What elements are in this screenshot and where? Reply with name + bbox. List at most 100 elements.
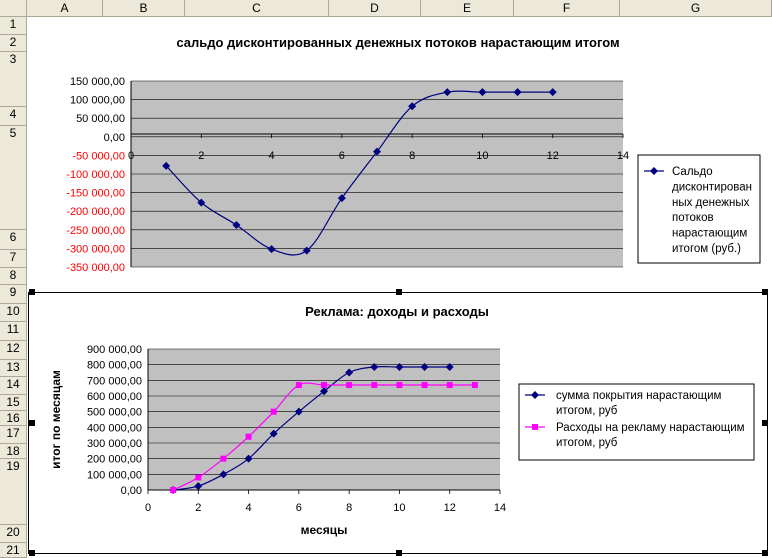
row-header-8[interactable]: 8: [0, 268, 27, 285]
data-point: [548, 88, 557, 97]
x-tick-label: 12: [444, 502, 456, 514]
data-point: [195, 474, 202, 481]
data-point: [294, 407, 303, 416]
y-tick-label: -100 000,00: [66, 169, 125, 181]
data-point: [371, 382, 378, 389]
y-tick-label: 400 000,00: [87, 422, 142, 434]
resize-handle-tl[interactable]: [29, 289, 35, 295]
data-point: [337, 194, 346, 203]
row-header-10[interactable]: 10: [0, 304, 27, 322]
data-point: [443, 88, 452, 97]
data-point: [373, 147, 381, 156]
legend-label: итогом, руб: [556, 405, 618, 417]
row-header-11[interactable]: 11: [0, 322, 27, 341]
legend-label: сумма покрытия нарастающим: [556, 390, 722, 402]
column-header-d[interactable]: D: [329, 0, 421, 17]
data-point: [320, 387, 328, 396]
y-tick-label: -250 000,00: [66, 225, 125, 237]
row-header-15[interactable]: 15: [0, 395, 27, 411]
resize-handle-bc[interactable]: [396, 550, 402, 556]
resize-handle-tc[interactable]: [396, 289, 402, 295]
column-header-g[interactable]: G: [620, 0, 772, 17]
data-point: [370, 363, 379, 372]
data-point: [396, 382, 403, 389]
data-point: [420, 363, 429, 372]
legend-label: потоков: [672, 212, 714, 224]
row-header-16[interactable]: 16: [0, 411, 27, 426]
chart-advertising[interactable]: Реклама: доходы и расходы 900 000,00 800 0…: [28, 292, 768, 554]
data-point: [446, 382, 453, 389]
row-header-5[interactable]: 5: [0, 126, 27, 230]
column-header-f[interactable]: F: [514, 0, 620, 17]
x-tick-label: 12: [547, 150, 559, 162]
resize-handle-ml[interactable]: [29, 420, 35, 426]
chart-title: Реклама: доходы и расходы: [305, 304, 489, 319]
row-header-1[interactable]: 1: [0, 17, 27, 35]
column-header-c[interactable]: C: [185, 0, 329, 17]
y-tick-label: 500 000,00: [87, 407, 142, 419]
y-tick-label: 800 000,00: [87, 360, 142, 372]
row-header-9[interactable]: 9: [0, 285, 27, 304]
legend: [637, 154, 761, 264]
y-tick-label: 900 000,00: [87, 344, 142, 356]
row-header-6[interactable]: 6: [0, 230, 27, 250]
legend-label: ных денежных: [672, 197, 750, 209]
y-tick-label: -200 000,00: [66, 206, 125, 218]
y-tick-label: 150 000,00: [70, 76, 125, 88]
data-point: [421, 382, 428, 389]
x-tick-label: 14: [617, 150, 629, 162]
x-tick-label: 8: [409, 150, 415, 162]
y-tick-label: -150 000,00: [66, 188, 125, 200]
data-point: [194, 482, 203, 491]
resize-handle-tr[interactable]: [762, 289, 768, 295]
legend-label: дисконтирован: [672, 181, 752, 193]
y-tick-label: 700 000,00: [87, 375, 142, 387]
row-header-21[interactable]: 21: [0, 543, 27, 558]
legend-swatch-marker: [650, 167, 658, 175]
y-tick-label: 50 000,00: [76, 113, 125, 125]
column-header-a[interactable]: A: [27, 0, 103, 17]
y-tick-label: 0,00: [104, 132, 125, 144]
y-axis-label: итог по месяцам: [49, 370, 63, 469]
chart-discounted-cashflow[interactable]: сальдо дисконтированных денежных потоков…: [28, 19, 768, 289]
data-point: [197, 198, 206, 207]
select-all-corner[interactable]: [0, 0, 27, 17]
data-point: [220, 455, 227, 462]
row-header-4[interactable]: 4: [0, 107, 27, 126]
y-tick-label: -350 000,00: [66, 262, 125, 274]
resize-handle-br[interactable]: [762, 550, 768, 556]
data-point: [269, 429, 278, 438]
data-point: [162, 161, 171, 170]
y-tick-label: 100 000,00: [87, 469, 142, 481]
column-header-e[interactable]: E: [421, 0, 514, 17]
y-tick-label: 300 000,00: [87, 438, 142, 450]
data-point: [245, 433, 252, 440]
row-header-13[interactable]: 13: [0, 360, 27, 377]
x-tick-label: 10: [476, 150, 488, 162]
row-header-2[interactable]: 2: [0, 35, 27, 52]
data-point: [395, 363, 404, 372]
x-axis-label: месяцы: [301, 523, 348, 537]
data-point: [408, 102, 417, 111]
row-header-17[interactable]: 17: [0, 426, 27, 444]
row-header-20[interactable]: 20: [0, 525, 27, 543]
x-tick-label: 6: [296, 502, 302, 514]
row-header-18[interactable]: 18: [0, 444, 27, 459]
row-header-7[interactable]: 7: [0, 250, 27, 268]
chart-discounted-cashflow-svg: сальдо дисконтированных денежных потоков…: [66, 35, 761, 274]
resize-handle-mr[interactable]: [762, 420, 768, 426]
x-tick-label: 2: [195, 502, 201, 514]
chart-title: сальдо дисконтированных денежных потоков…: [176, 35, 619, 50]
data-point: [170, 487, 177, 493]
column-header-b[interactable]: B: [103, 0, 185, 17]
data-point: [345, 368, 354, 377]
data-point: [270, 408, 277, 415]
row-header-3[interactable]: 3: [0, 52, 27, 107]
legend: [518, 383, 755, 461]
y-tick-label: 0,00: [121, 485, 142, 497]
y-tick-label: -50 000,00: [72, 150, 125, 162]
row-header-14[interactable]: 14: [0, 377, 27, 395]
row-header-12[interactable]: 12: [0, 341, 27, 360]
resize-handle-bl[interactable]: [29, 550, 35, 556]
row-header-19[interactable]: 19: [0, 459, 27, 525]
